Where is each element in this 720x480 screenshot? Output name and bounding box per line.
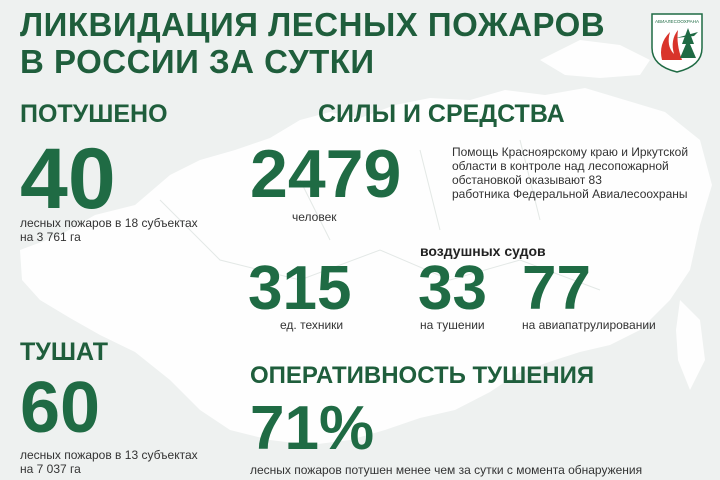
equipment-value: 315 xyxy=(248,254,352,323)
aircraft-header: воздушных судов xyxy=(420,243,546,259)
avialesookhrana-emblem-icon: АВИАЛЕСООХРАНА xyxy=(651,13,703,73)
burning-value: 60 xyxy=(20,368,101,448)
page-title: ЛИКВИДАЦИЯ ЛЕСНЫХ ПОЖАРОВ В РОССИИ ЗА СУ… xyxy=(20,6,620,80)
burning-header: ТУШАТ xyxy=(20,338,109,366)
extinguished-caption-line-2: на 3 761 га xyxy=(20,230,81,244)
extinguished-header: ПОТУШЕНО xyxy=(20,100,168,128)
burning-caption-line-2: на 7 037 га xyxy=(20,462,81,476)
forces-note-line-1: Помощь Красноярскому краю и Иркутской xyxy=(452,145,689,159)
aircraft-patrol-value: 77 xyxy=(522,254,591,323)
burning-caption-line-1: лесных пожаров в 13 субъектах xyxy=(20,448,198,462)
extinguished-value: 40 xyxy=(20,131,116,227)
page-title-line-2: В РОССИИ ЗА СУТКИ xyxy=(20,43,375,80)
extinguished-caption: лесных пожаров в 18 субъектах на 3 761 г… xyxy=(20,216,198,244)
efficiency-caption: лесных пожаров потушен менее чем за сутк… xyxy=(250,463,643,477)
logo-text: АВИАЛЕСООХРАНА xyxy=(655,19,700,24)
efficiency-value: 71% xyxy=(250,394,375,463)
aircraft-patrol-label: на авиапатрулировании xyxy=(522,318,656,332)
people-label: человек xyxy=(292,210,337,224)
aircraft-fighting-label: на тушении xyxy=(420,318,485,332)
forces-header: СИЛЫ И СРЕДСТВА xyxy=(318,100,565,128)
forces-note-line-2: области в контроле над лесопожарной xyxy=(452,159,669,173)
burning-caption: лесных пожаров в 13 субъектах на 7 037 г… xyxy=(20,448,198,476)
forces-note: Помощь Красноярскому краю и Иркутской об… xyxy=(452,145,712,201)
equipment-label: ед. техники xyxy=(280,318,344,332)
extinguished-caption-line-1: лесных пожаров в 18 субъектах xyxy=(20,216,198,230)
aircraft-fighting-value: 33 xyxy=(418,254,487,323)
page-title-line-1: ЛИКВИДАЦИЯ ЛЕСНЫХ ПОЖАРОВ xyxy=(20,6,606,43)
efficiency-header: ОПЕРАТИВНОСТЬ ТУШЕНИЯ xyxy=(250,362,595,389)
forces-note-line-3: обстановкой оказывают 83 xyxy=(452,173,602,187)
forces-note-line-4: работника Федеральной Авиалесоохраны xyxy=(452,187,688,201)
people-value: 2479 xyxy=(250,136,402,212)
